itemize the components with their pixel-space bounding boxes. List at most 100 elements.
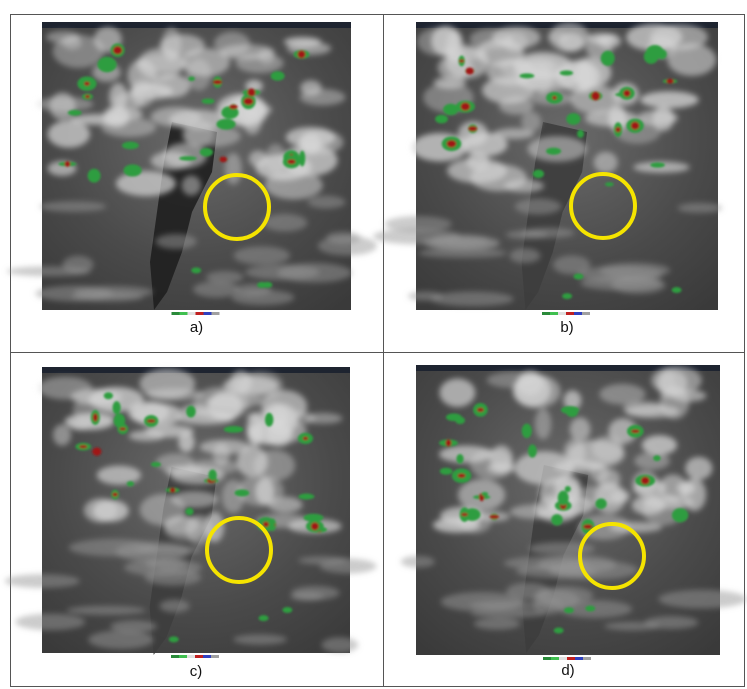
color-bar-segment [204, 312, 212, 315]
cloud [658, 590, 746, 609]
convective-cell [595, 498, 606, 509]
cloud [685, 457, 712, 480]
convective-core [85, 95, 90, 98]
cloud [568, 440, 625, 468]
convective-cell [208, 469, 216, 481]
color-bar-segment [566, 312, 574, 315]
color-bar-segment [203, 655, 211, 658]
cloud [594, 152, 618, 174]
color-bar-segment [171, 655, 179, 658]
convective-cell [554, 628, 564, 634]
convective-core [119, 427, 126, 430]
panel-caption: d) [561, 662, 574, 679]
cloud [225, 153, 242, 185]
cloud [292, 586, 340, 600]
cloud [287, 42, 331, 55]
cloud [206, 271, 244, 283]
satellite-image [401, 365, 747, 655]
cloud [67, 606, 146, 615]
convective-core [591, 92, 600, 101]
cloud [146, 558, 188, 569]
cloud [160, 600, 190, 613]
panel-caption: a) [190, 319, 203, 336]
convective-cell [672, 287, 682, 293]
convective-cell [185, 508, 193, 516]
convective-cell [528, 444, 537, 457]
cloud [644, 616, 698, 629]
color-bar [172, 312, 220, 315]
color-bar-segment [172, 312, 180, 315]
cloud [487, 372, 539, 388]
convective-cell [574, 274, 584, 280]
cloud [535, 408, 551, 439]
color-bar-segment [211, 655, 219, 658]
convective-cell [113, 401, 121, 414]
cloud [233, 634, 287, 644]
cloud [171, 491, 218, 508]
cloud [116, 171, 176, 196]
convective-cell [601, 51, 615, 66]
color-bar-segment [179, 655, 187, 658]
color-bar-segment [583, 657, 591, 660]
color-bar-segment [212, 312, 220, 315]
convective-core [490, 515, 499, 519]
convective-cell [97, 57, 116, 72]
convective-cell [191, 267, 201, 273]
cloud [178, 432, 194, 452]
convective-cell [299, 151, 305, 167]
convective-cell [644, 49, 659, 63]
cloud [151, 107, 201, 127]
convective-cell [262, 282, 272, 288]
convective-core [552, 96, 556, 100]
color-bar-segment [559, 657, 567, 660]
cloud [93, 500, 129, 522]
color-bar [171, 655, 219, 658]
cloud [401, 556, 435, 568]
cloud [431, 292, 514, 307]
color-bar-segment [188, 312, 196, 315]
convective-core [84, 82, 90, 86]
cloud [439, 378, 475, 406]
convective-cell [122, 142, 139, 150]
cloud [222, 480, 244, 513]
convective-cell [546, 148, 561, 155]
cloud [474, 618, 521, 630]
cloud [611, 277, 665, 294]
cloud [515, 198, 562, 214]
convective-core [447, 140, 457, 147]
cloud [632, 496, 665, 515]
convective-core [287, 159, 295, 164]
cloud [153, 74, 191, 98]
convective-core [477, 408, 484, 412]
satellite-image [5, 367, 377, 655]
convective-cell [551, 514, 563, 525]
convective-cell [657, 49, 667, 59]
color-bar-segment [543, 657, 551, 660]
cloud [678, 203, 723, 213]
convective-cell [104, 392, 113, 399]
header-strip [42, 22, 351, 28]
cloud [40, 201, 107, 212]
convective-cell [265, 413, 274, 427]
convective-core [244, 98, 254, 105]
convective-cell [200, 148, 213, 157]
convective-core [219, 157, 227, 163]
cloud [46, 31, 80, 43]
convective-cell [216, 119, 235, 130]
convective-cell [298, 494, 314, 500]
cloud [182, 176, 201, 196]
cloud [193, 387, 249, 420]
convective-core [247, 88, 255, 96]
cloud [417, 28, 460, 56]
satellite-image [373, 22, 722, 310]
cloud [160, 34, 205, 57]
cloud [321, 637, 358, 652]
convective-core [631, 429, 639, 432]
cloud [253, 450, 295, 481]
cloud [300, 80, 321, 95]
convective-core [93, 413, 98, 421]
color-bar-segment [567, 657, 575, 660]
convective-core [92, 448, 101, 456]
cloud [558, 33, 584, 52]
cloud [510, 248, 541, 263]
